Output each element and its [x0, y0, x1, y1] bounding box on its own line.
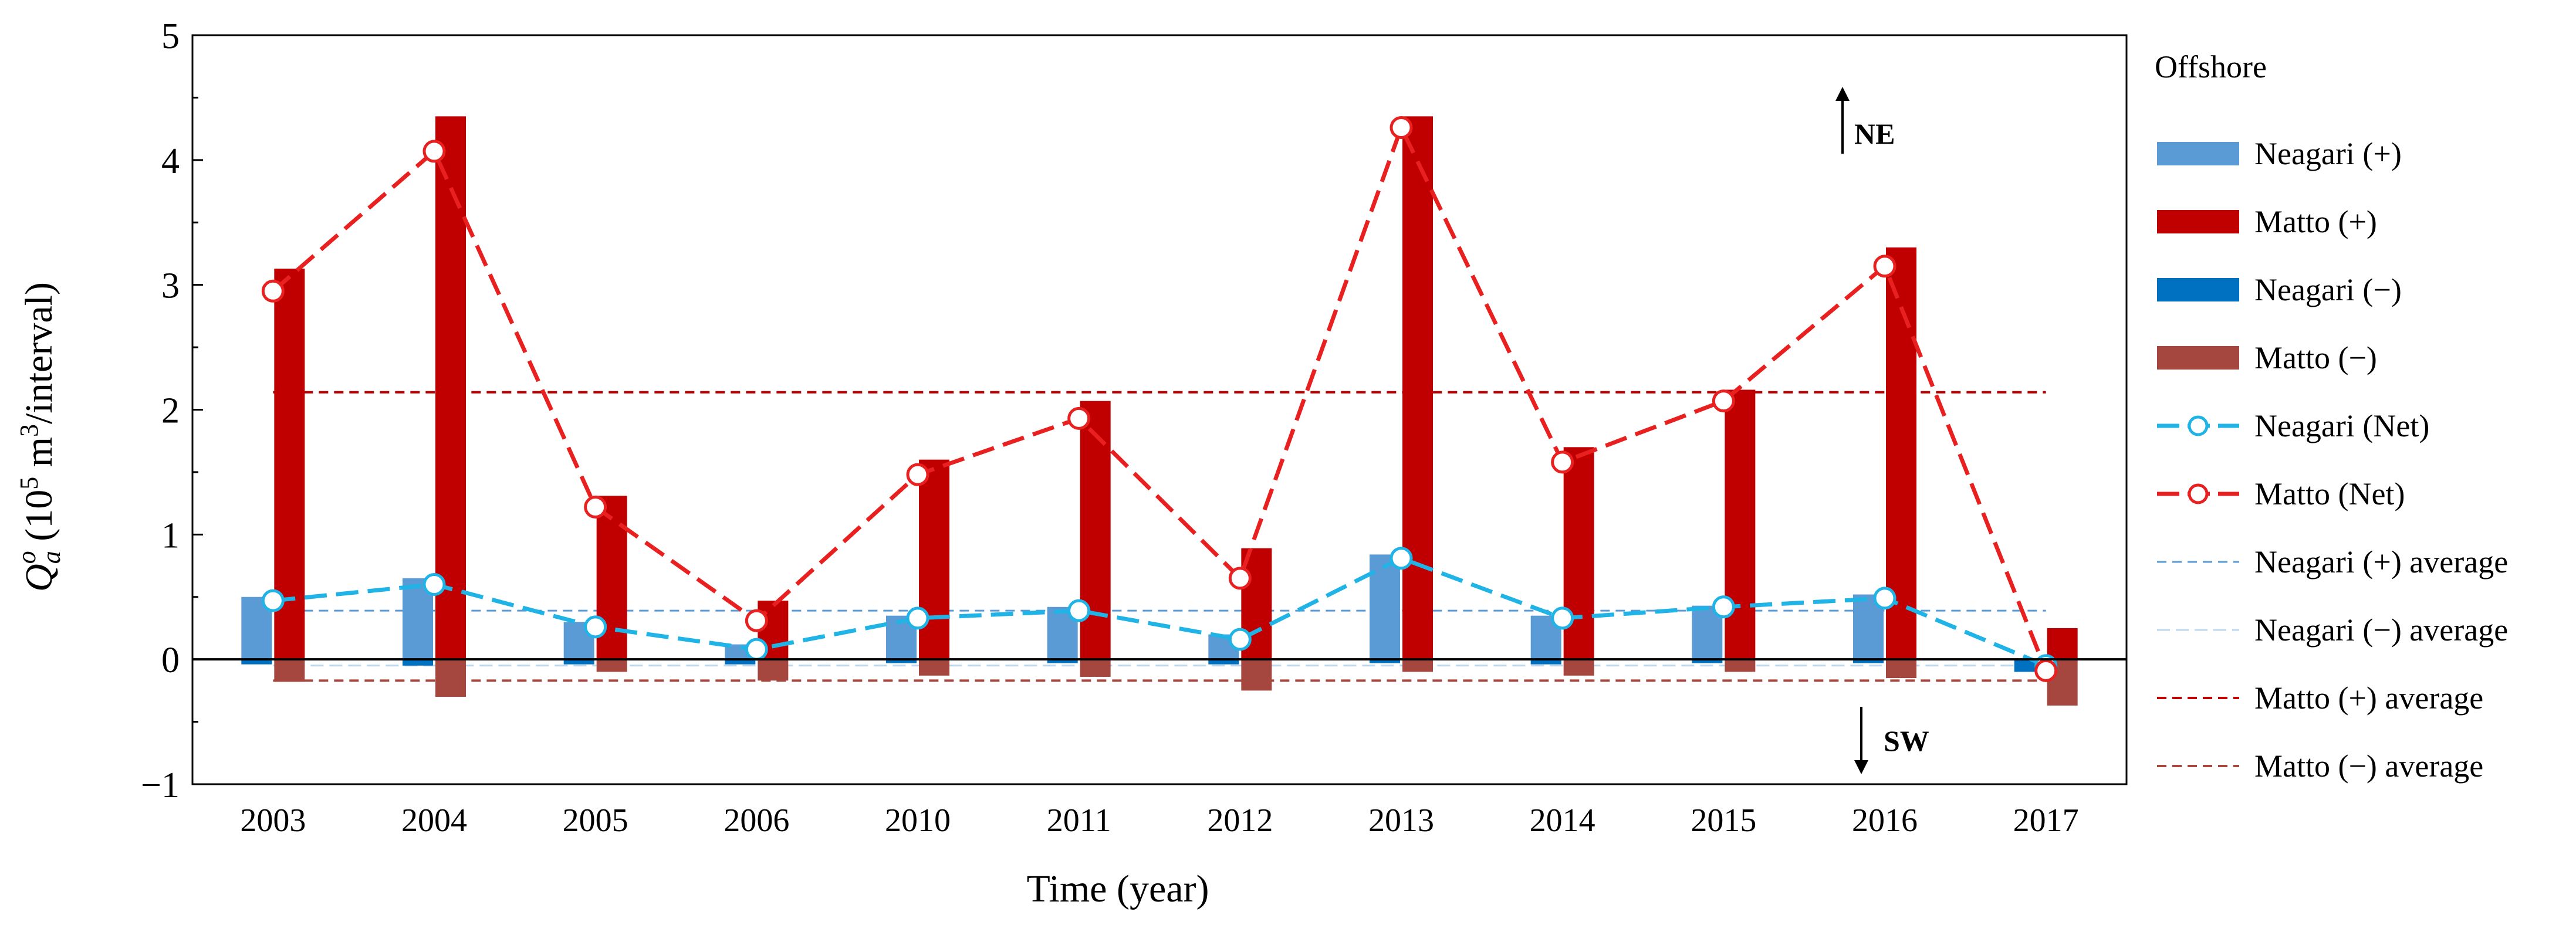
- point-matto-net-2013: [1391, 117, 1411, 137]
- x-tick-label: 2003: [240, 802, 306, 839]
- point-neagari-net-2010: [908, 608, 928, 628]
- point-matto-net-2015: [1713, 391, 1733, 411]
- bar-matto-2013: [1402, 116, 1433, 659]
- point-matto-net-2017: [2036, 660, 2056, 680]
- point-neagari-net-2003: [263, 591, 283, 611]
- point-matto-net-2004: [424, 141, 444, 161]
- x-tick-label: 2016: [1852, 802, 1918, 839]
- x-axis-title: Time (year): [1027, 867, 1209, 910]
- x-tick-label: 2010: [885, 802, 951, 839]
- y-tick-label: 0: [161, 640, 180, 680]
- legend-marker-neagari-net-: [2189, 417, 2207, 435]
- bar-matto-2010: [919, 460, 949, 660]
- bar-matto-2006: [758, 659, 788, 680]
- legend-label-neagari-net-: Neagari (Net): [2254, 408, 2429, 443]
- x-tick-label: 2012: [1207, 802, 1273, 839]
- point-neagari-net-2012: [1230, 629, 1250, 649]
- x-tick-label: 2011: [1047, 802, 1111, 839]
- legend-label-neagari-: Neagari (+): [2254, 136, 2402, 171]
- down-arrowhead-icon: [1854, 760, 1868, 774]
- ne-label: NE: [1854, 117, 1895, 150]
- sw-label: SW: [1884, 724, 1929, 757]
- point-neagari-net-2011: [1069, 601, 1089, 621]
- point-neagari-net-2005: [586, 617, 606, 637]
- bar-matto-2010: [919, 659, 949, 676]
- bar-matto-2015: [1725, 659, 1755, 672]
- bar-matto-2014: [1564, 659, 1594, 676]
- x-tick-label: 2015: [1691, 802, 1756, 839]
- legend-swatch-neagari-: [2157, 278, 2239, 301]
- sw-annotation: SW: [1854, 707, 1929, 774]
- legend-swatch-matto-: [2157, 346, 2239, 370]
- legend-label-matto-: Matto (−): [2254, 340, 2377, 375]
- legend-label-neagari-: Neagari (−): [2254, 272, 2402, 307]
- x-tick-label: 2017: [2013, 802, 2079, 839]
- legend-label-matto-net-: Matto (Net): [2254, 476, 2405, 511]
- legend-label-matto-average: Matto (−) average: [2254, 748, 2483, 784]
- legend-label-matto-: Matto (+): [2254, 204, 2377, 239]
- point-neagari-net-2016: [1875, 588, 1895, 608]
- y-tick-label: 4: [161, 141, 180, 181]
- line-neagari-net-: [273, 558, 2046, 666]
- legend-label-matto-average: Matto (+) average: [2254, 680, 2483, 716]
- point-neagari-net-2014: [1553, 608, 1573, 628]
- y-axis-title: Qao (105 m3/interval): [12, 282, 66, 592]
- bar-matto-2013: [1402, 659, 1433, 672]
- point-matto-net-2011: [1069, 408, 1089, 428]
- point-matto-net-2003: [263, 281, 283, 301]
- bar-matto-2012: [1241, 659, 1272, 690]
- plot-frame: [192, 35, 2127, 784]
- y-tick-label: 1: [161, 516, 180, 555]
- legend: Offshore Neagari (+) Matto (+) Neagari (−)…: [2155, 49, 2508, 784]
- legend-marker-matto-net-: [2189, 485, 2207, 503]
- ne-annotation: NE: [1835, 87, 1895, 154]
- bar-matto-2005: [597, 659, 627, 672]
- point-matto-net-2016: [1875, 256, 1895, 276]
- point-neagari-net-2015: [1713, 597, 1733, 617]
- legend-label-neagari-average: Neagari (−) average: [2254, 612, 2508, 648]
- net-lines: [263, 117, 2056, 680]
- point-neagari-net-2006: [746, 639, 766, 659]
- point-matto-net-2010: [908, 465, 928, 484]
- bar-matto-2003: [274, 659, 305, 682]
- legend-label-neagari-average: Neagari (+) average: [2254, 544, 2508, 579]
- y-tick-label: −1: [141, 765, 180, 805]
- bar-matto-2011: [1080, 401, 1111, 660]
- chart: −1 0 1 2 3 4 5 2003 2004 2005 2006 2010 2011 2012 2013…: [0, 0, 2576, 932]
- up-arrowhead-icon: [1835, 87, 1850, 101]
- bar-matto-2011: [1080, 659, 1111, 677]
- x-tick-label: 2005: [563, 802, 628, 839]
- bar-matto-2015: [1725, 389, 1755, 659]
- line-matto-net-: [273, 127, 2046, 670]
- bar-matto-2016: [1886, 659, 1916, 678]
- x-tick-label: 2013: [1368, 802, 1434, 839]
- y-tick-label: 5: [161, 16, 180, 56]
- point-matto-net-2012: [1230, 568, 1250, 588]
- legend-swatch-neagari-: [2157, 142, 2239, 165]
- point-neagari-net-2004: [424, 574, 444, 594]
- point-matto-net-2006: [746, 611, 766, 631]
- y-tick-label: 3: [161, 266, 180, 306]
- point-matto-net-2014: [1553, 452, 1573, 472]
- x-tick-label: 2004: [401, 802, 467, 839]
- legend-title: Offshore: [2155, 49, 2267, 84]
- bar-matto-2017: [2047, 628, 2078, 659]
- point-neagari-net-2013: [1391, 548, 1411, 568]
- point-matto-net-2005: [586, 497, 606, 517]
- x-tick-label: 2006: [724, 802, 789, 839]
- average-lines: [273, 392, 2046, 681]
- legend-swatch-matto-: [2157, 210, 2239, 233]
- bar-neagari-2013: [1370, 554, 1400, 659]
- y-tick-label: 2: [161, 391, 180, 431]
- bar-matto-2004: [435, 659, 466, 697]
- bars: [241, 116, 2077, 706]
- x-tick-label: 2014: [1530, 802, 1595, 839]
